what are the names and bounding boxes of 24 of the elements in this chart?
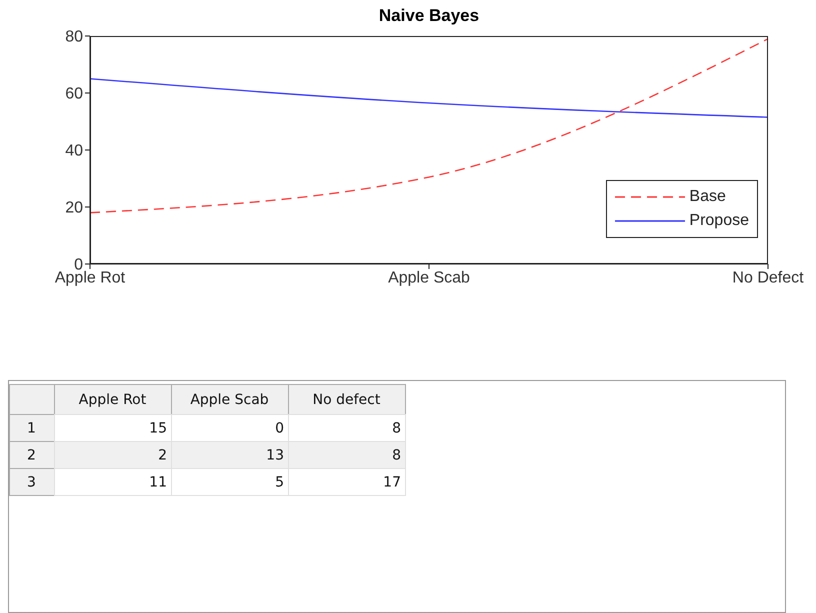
legend-label: Base — [689, 188, 726, 206]
data-label: 8 — [392, 420, 401, 436]
x-tick-label: No defect — [312, 392, 381, 408]
chart-title: Naive Bayes — [378, 6, 480, 26]
y-tick-label: 40 — [65, 142, 84, 160]
y-tick-label: 3 — [27, 474, 36, 490]
y-tick-label: 1 — [27, 420, 36, 436]
data-label: 17 — [383, 474, 401, 490]
y-tick-label: 60 — [65, 86, 84, 103]
x-tick-label: Apple Rot — [78, 392, 147, 408]
data-label: 13 — [266, 448, 284, 464]
data-label: 5 — [275, 474, 284, 490]
y-tick-label: 20 — [65, 200, 84, 217]
data-label: 8 — [392, 448, 401, 464]
data-label: 0 — [275, 420, 284, 436]
data-label: 15 — [149, 420, 167, 436]
y-tick-label: 2 — [27, 448, 36, 464]
x-tick-label: Apple Scab — [190, 392, 269, 408]
x-tick-label: Apple Scab — [388, 269, 470, 286]
data-label: 11 — [149, 474, 167, 490]
data-label: 2 — [158, 448, 167, 464]
y-tick-label: 80 — [65, 28, 84, 46]
x-tick-label: No Defect — [732, 269, 804, 286]
legend-label: Propose — [689, 212, 749, 230]
